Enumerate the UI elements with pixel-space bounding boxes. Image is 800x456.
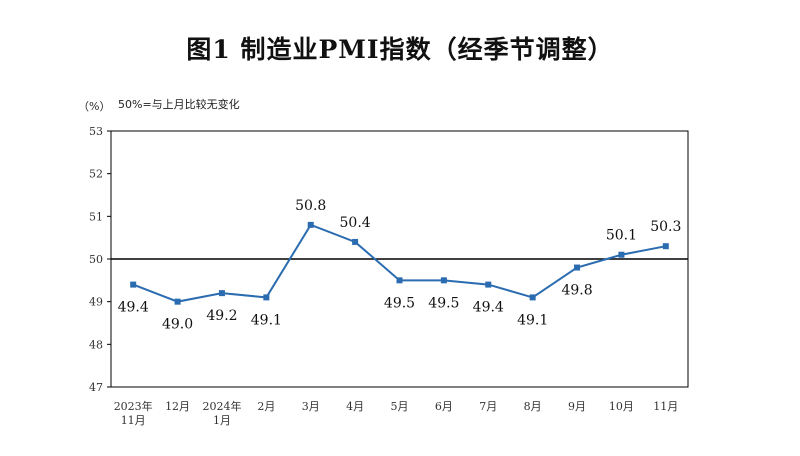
x-tick-label: 2月 [257, 400, 275, 413]
y-tick-label: 52 [89, 168, 103, 181]
x-tick-label: 2023年 [114, 399, 153, 413]
data-label: 49.2 [206, 308, 237, 324]
data-point [218, 290, 225, 297]
unit-label: （%） [78, 100, 111, 113]
x-tick-label: 1月 [213, 414, 231, 427]
y-tick-label: 50 [89, 253, 103, 266]
data-label: 49.8 [561, 283, 592, 299]
y-tick-label: 51 [89, 210, 103, 223]
data-point [307, 221, 314, 228]
x-tick-label: 10月 [609, 400, 634, 413]
x-tick-label: 9月 [568, 400, 586, 413]
data-point [263, 294, 270, 301]
y-tick-label: 48 [89, 338, 103, 351]
x-tick-label: 12月 [165, 400, 190, 413]
y-tick-label: 53 [89, 125, 103, 138]
data-label: 49.5 [428, 295, 459, 311]
x-tick-label: 3月 [302, 400, 320, 413]
data-label: 49.0 [162, 317, 193, 333]
y-tick-label: 47 [89, 381, 103, 394]
data-point [618, 251, 625, 258]
data-label: 50.3 [650, 219, 681, 235]
x-tick-label: 5月 [391, 400, 409, 413]
data-label: 49.4 [118, 300, 149, 316]
x-tick-label: 7月 [479, 400, 497, 413]
data-label: 49.4 [473, 300, 504, 316]
reference-note: 50%=与上月比较无变化 [118, 98, 240, 111]
data-label: 50.4 [340, 215, 371, 231]
x-tick-label: 8月 [524, 400, 542, 413]
data-point [440, 277, 447, 284]
data-point [174, 298, 181, 305]
data-point [485, 281, 492, 288]
data-point [396, 277, 403, 284]
data-point [529, 294, 536, 301]
data-label: 50.1 [606, 228, 637, 244]
data-label: 49.5 [384, 295, 415, 311]
x-tick-label: 4月 [346, 400, 364, 413]
x-tick-label: 6月 [435, 400, 453, 413]
data-point [574, 264, 581, 271]
y-tick-label: 49 [89, 296, 103, 309]
x-tick-label: 11月 [121, 414, 146, 427]
chart-title: 图1 制造业PMI指数（经季节调整） [186, 35, 614, 64]
x-tick-label: 2024年 [202, 399, 241, 413]
x-tick-label: 11月 [653, 400, 678, 413]
data-label: 49.1 [517, 312, 548, 328]
data-point [352, 238, 359, 245]
data-point [130, 281, 137, 288]
data-point [662, 243, 669, 250]
data-label: 50.8 [295, 198, 326, 214]
data-label: 49.1 [251, 312, 282, 328]
